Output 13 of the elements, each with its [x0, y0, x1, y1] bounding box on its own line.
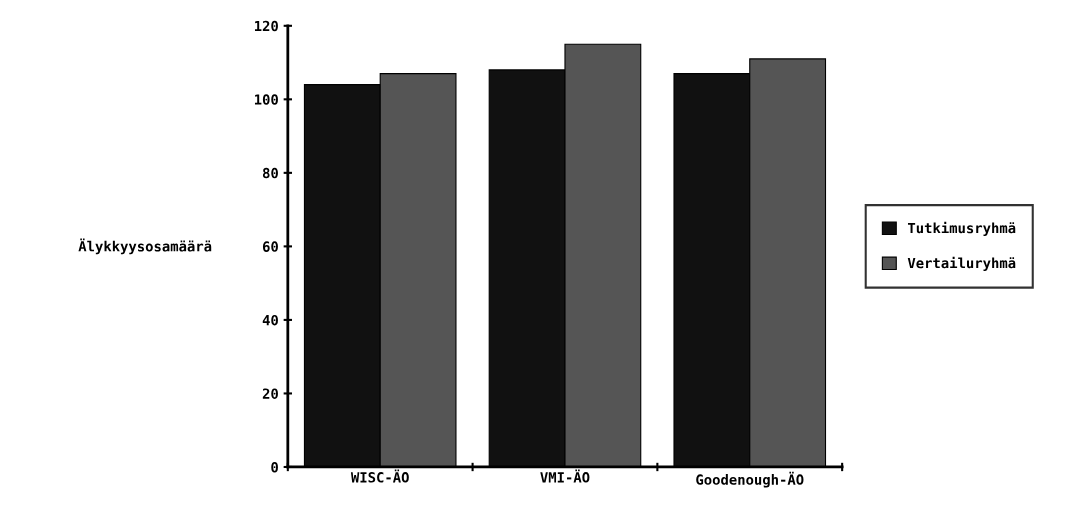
y-axis-title: Älykkyysosamäärä	[78, 238, 212, 255]
y-tick-label: 80	[262, 167, 278, 179]
y-tick-label: 120	[254, 20, 278, 32]
x-tick-label: Goodenough-ÄO	[696, 471, 804, 488]
x-tick-label: VMI-ÄO	[540, 469, 590, 483]
y-tick-label: 40	[262, 314, 278, 326]
y-tick-label: 100	[254, 94, 278, 105]
y-tick-label: 0	[271, 461, 278, 473]
legend-label: Tutkimusryhmä	[907, 221, 1016, 236]
y-tick-label: 20	[262, 388, 278, 399]
x-tick-label: WISC-ÄO	[350, 469, 409, 483]
y-tick-label: 60	[262, 241, 278, 252]
legend-label: Vertailuryhmä	[907, 256, 1016, 271]
